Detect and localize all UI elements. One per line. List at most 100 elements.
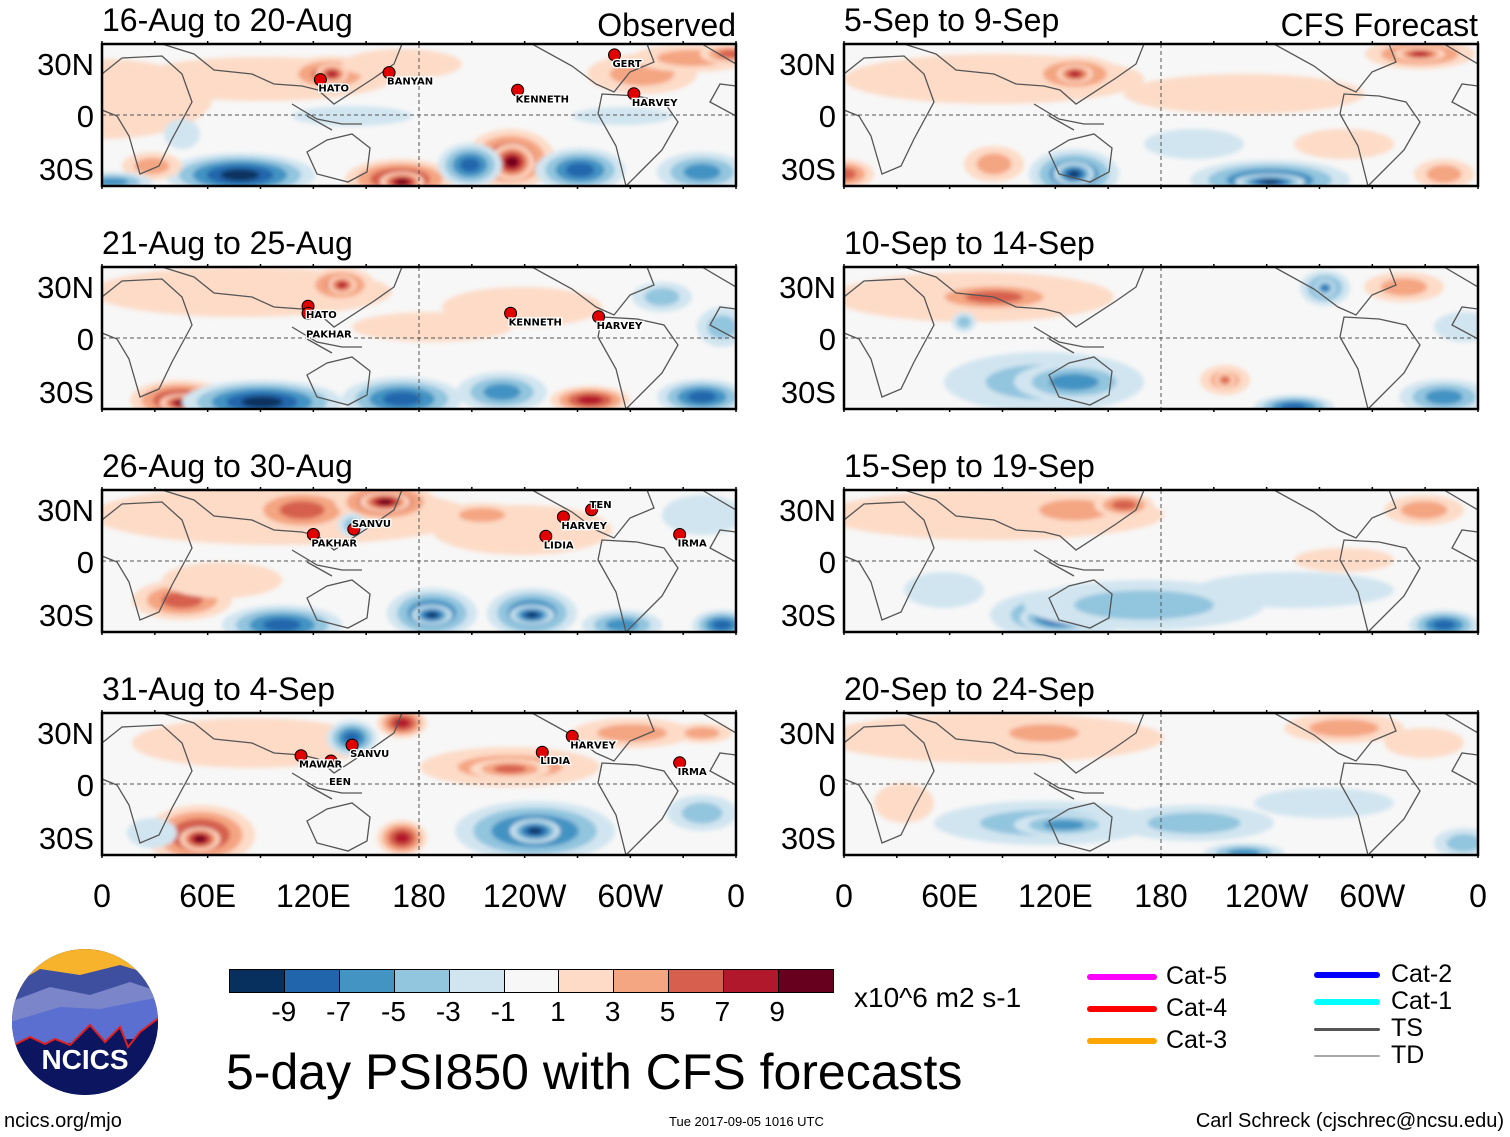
lat-label: 30N <box>779 493 836 528</box>
colorbar-swatch <box>230 970 285 992</box>
colorbar-units: x10^6 m2 s-1 <box>854 982 1022 1013</box>
storm-label: EEN <box>329 777 351 788</box>
coastline <box>597 762 679 855</box>
lat-label: 30S <box>780 375 836 410</box>
positive-anomaly-contour <box>458 508 506 522</box>
negative-anomaly-contour <box>241 396 283 408</box>
lat-label: 30S <box>38 375 94 410</box>
negative-anomaly-contour <box>1227 848 1261 855</box>
storm-labels: PAKHAR SANVU LIDIA HARVEY TEN IRMA <box>310 499 708 553</box>
negative-anomaly-contour <box>662 495 736 535</box>
panel-title: 26-Aug to 30-Aug <box>102 448 353 484</box>
colorbar-swatch <box>669 970 725 992</box>
coastline <box>161 44 403 105</box>
colorbar-label: 7 <box>714 996 731 1027</box>
coastline <box>1273 490 1397 539</box>
colorbar-label: -3 <box>435 996 461 1027</box>
storm-label: HATO <box>318 84 349 95</box>
timestamp: Tue 2017-09-05 1016 UTC <box>669 1114 824 1129</box>
storm-marker-icon <box>511 83 525 97</box>
legend-label: Cat-2 <box>1391 960 1453 988</box>
colorbar-label: -1 <box>490 996 516 1027</box>
negative-anomaly-contour <box>1074 590 1214 620</box>
coastline <box>291 267 736 354</box>
colorbar-label: 9 <box>769 996 785 1027</box>
colorbar-label: 1 <box>550 996 566 1027</box>
storm-marker-icon <box>382 66 396 80</box>
lon-label: 120W <box>482 878 567 914</box>
positive-anomaly-contour <box>597 724 667 742</box>
panel-title: 10-Sep to 14-Sep <box>844 225 1095 261</box>
colorbar-label: -7 <box>326 996 352 1027</box>
positive-anomaly-contour <box>506 157 518 167</box>
positive-anomaly-contour <box>1220 376 1230 384</box>
coastline <box>903 490 1145 551</box>
storm-marker-icon <box>565 729 579 743</box>
coastline <box>306 133 371 183</box>
lon-label: 120E <box>275 878 351 914</box>
ncics-logo: NCICS <box>12 949 158 1095</box>
negative-anomaly-contour <box>712 620 732 630</box>
coastline <box>597 539 679 632</box>
lat-label: 30S <box>38 152 94 187</box>
legend-label: Cat-1 <box>1391 987 1453 1015</box>
colorbar-swatch <box>724 970 780 992</box>
coastline <box>291 490 736 577</box>
coastline <box>291 713 736 800</box>
lat-label: 0 <box>818 768 836 803</box>
coastline <box>709 752 736 786</box>
coastline <box>1451 306 1478 340</box>
colorbar-swatch <box>449 970 505 992</box>
panel-title: 16-Aug to 20-Aug <box>102 2 353 38</box>
lon-label: 180 <box>392 878 446 914</box>
negative-anomaly-contour <box>262 618 302 632</box>
lat-label: 30N <box>779 270 836 305</box>
lat-label: 30N <box>37 270 94 305</box>
colorbar-label: -9 <box>271 996 297 1027</box>
storm-label: MAWAR <box>299 760 343 771</box>
map-panel <box>842 41 1480 189</box>
coastline <box>1339 316 1421 409</box>
colorbar-label: -5 <box>381 996 406 1027</box>
coastline <box>1048 356 1113 406</box>
colorbar <box>229 969 834 993</box>
storm-label: KENNETH <box>516 94 569 105</box>
storm-label: BANYAN <box>387 77 433 88</box>
storm-label: LIDIA <box>544 540 574 551</box>
storm-label: SANVU <box>352 519 391 530</box>
storm-marker-icon <box>345 738 359 752</box>
coastline <box>903 267 1145 328</box>
coastline <box>102 278 193 398</box>
positive-anomaly-contour <box>342 49 462 79</box>
lat-label: 30N <box>37 47 94 82</box>
positive-anomaly-contour <box>162 562 282 598</box>
legend-line-cat-4 <box>1087 1006 1157 1012</box>
coastline <box>1339 539 1421 632</box>
coastline <box>844 278 935 398</box>
storm-label: KENNETH <box>509 317 562 328</box>
storm-marker-icon <box>539 529 553 543</box>
lat-label: 0 <box>76 545 94 580</box>
negative-anomaly-contour <box>1432 620 1456 630</box>
coastline <box>709 306 736 340</box>
storm-marker-icon <box>301 306 315 320</box>
storm-label: IRMA <box>678 539 707 550</box>
lat-label: 30S <box>38 598 94 633</box>
lon-label: 0 <box>1469 878 1487 914</box>
colorbar-swatch <box>284 970 340 992</box>
legend-line-cat-2 <box>1314 972 1380 978</box>
panel-title: 31-Aug to 4-Sep <box>102 671 336 707</box>
negative-anomaly-contour <box>957 316 971 328</box>
storm-label: TEN <box>590 500 612 511</box>
coastline <box>1451 752 1478 786</box>
positive-anomaly-contour <box>1124 74 1364 114</box>
negative-anomaly-contour <box>102 177 129 186</box>
lat-label: 30S <box>780 598 836 633</box>
coastline <box>1273 44 1397 93</box>
site-link[interactable]: ncics.org/mjo <box>4 1110 122 1132</box>
positive-anomaly-contour <box>1111 500 1137 510</box>
coastline <box>844 501 935 621</box>
lat-label: 30N <box>37 493 94 528</box>
map-panel <box>842 710 1480 858</box>
